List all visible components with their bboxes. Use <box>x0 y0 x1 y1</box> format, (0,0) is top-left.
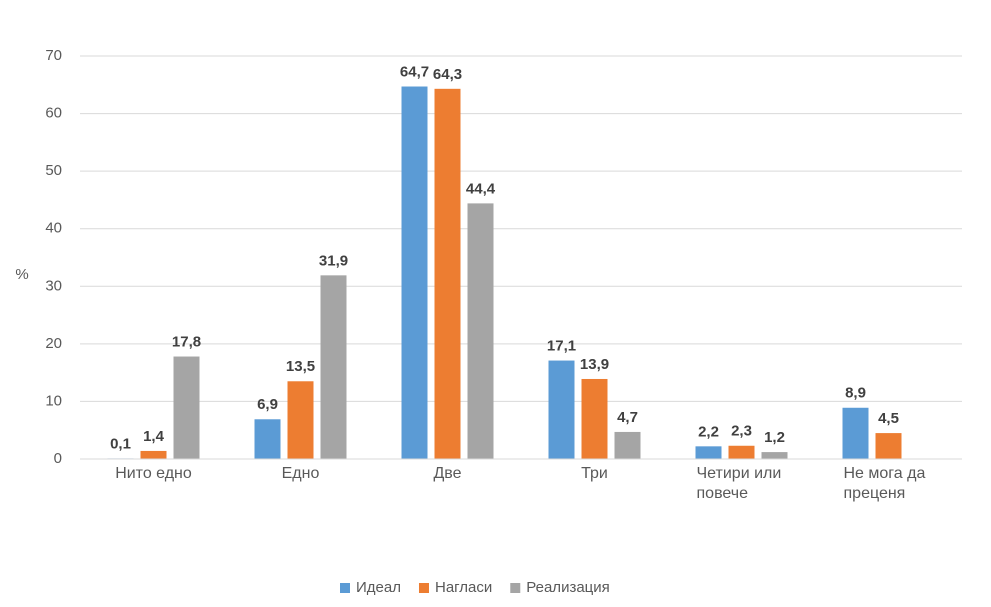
x-tick-label: Не мога да преценя <box>843 465 926 502</box>
value-label: 44,4 <box>466 180 496 197</box>
bar <box>548 360 575 459</box>
y-tick-label: 60 <box>45 105 62 122</box>
bar <box>287 381 314 459</box>
legend-label: Нагласи <box>435 579 492 596</box>
bar <box>842 407 869 459</box>
x-tick-label: Две <box>433 465 462 482</box>
bar <box>173 356 200 459</box>
value-label: 64,7 <box>400 63 429 80</box>
y-tick-label: 50 <box>45 162 62 179</box>
value-label: 31,9 <box>319 252 348 269</box>
x-tick-label: Нито едно <box>115 465 192 482</box>
value-label: 2,3 <box>731 423 752 440</box>
value-label: 0,1 <box>110 435 131 452</box>
x-tick-label: Четири или повече <box>696 465 782 502</box>
value-label: 17,8 <box>172 333 201 350</box>
bar <box>614 431 641 459</box>
bar <box>401 86 428 460</box>
value-label: 17,1 <box>547 338 576 355</box>
bar <box>761 452 788 459</box>
bar <box>728 445 755 459</box>
legend-swatch <box>418 583 429 593</box>
value-label: 8,9 <box>845 385 866 402</box>
bar <box>875 433 902 459</box>
bar <box>581 378 608 459</box>
y-tick-label: 0 <box>54 450 62 467</box>
legend-label: Идеал <box>356 579 401 596</box>
value-label: 2,2 <box>698 423 719 440</box>
value-label: 4,7 <box>617 409 638 426</box>
x-tick-label: Едно <box>281 465 320 482</box>
value-label: 4,5 <box>878 410 899 427</box>
value-label: 13,9 <box>580 356 609 373</box>
value-label: 6,9 <box>257 396 278 413</box>
y-tick-label: 20 <box>45 335 62 352</box>
value-label: 64,3 <box>433 66 462 83</box>
bar <box>140 450 167 459</box>
y-tick-label: 70 <box>45 47 62 64</box>
y-tick-label: 30 <box>45 277 62 294</box>
bar <box>320 275 347 459</box>
y-tick-label: 10 <box>45 392 62 409</box>
bar <box>695 446 722 459</box>
legend-swatch <box>340 583 350 593</box>
bar <box>254 419 281 459</box>
bar <box>434 88 461 460</box>
bar <box>467 203 494 459</box>
value-label: 13,5 <box>286 358 315 375</box>
legend-label: Реализация <box>526 579 609 596</box>
value-label: 1,2 <box>764 429 785 446</box>
y-axis-label: % <box>15 266 28 283</box>
y-tick-label: 40 <box>45 220 62 237</box>
value-label: 1,4 <box>143 428 165 445</box>
x-tick-label: Три <box>581 465 608 482</box>
legend-swatch <box>510 583 521 593</box>
